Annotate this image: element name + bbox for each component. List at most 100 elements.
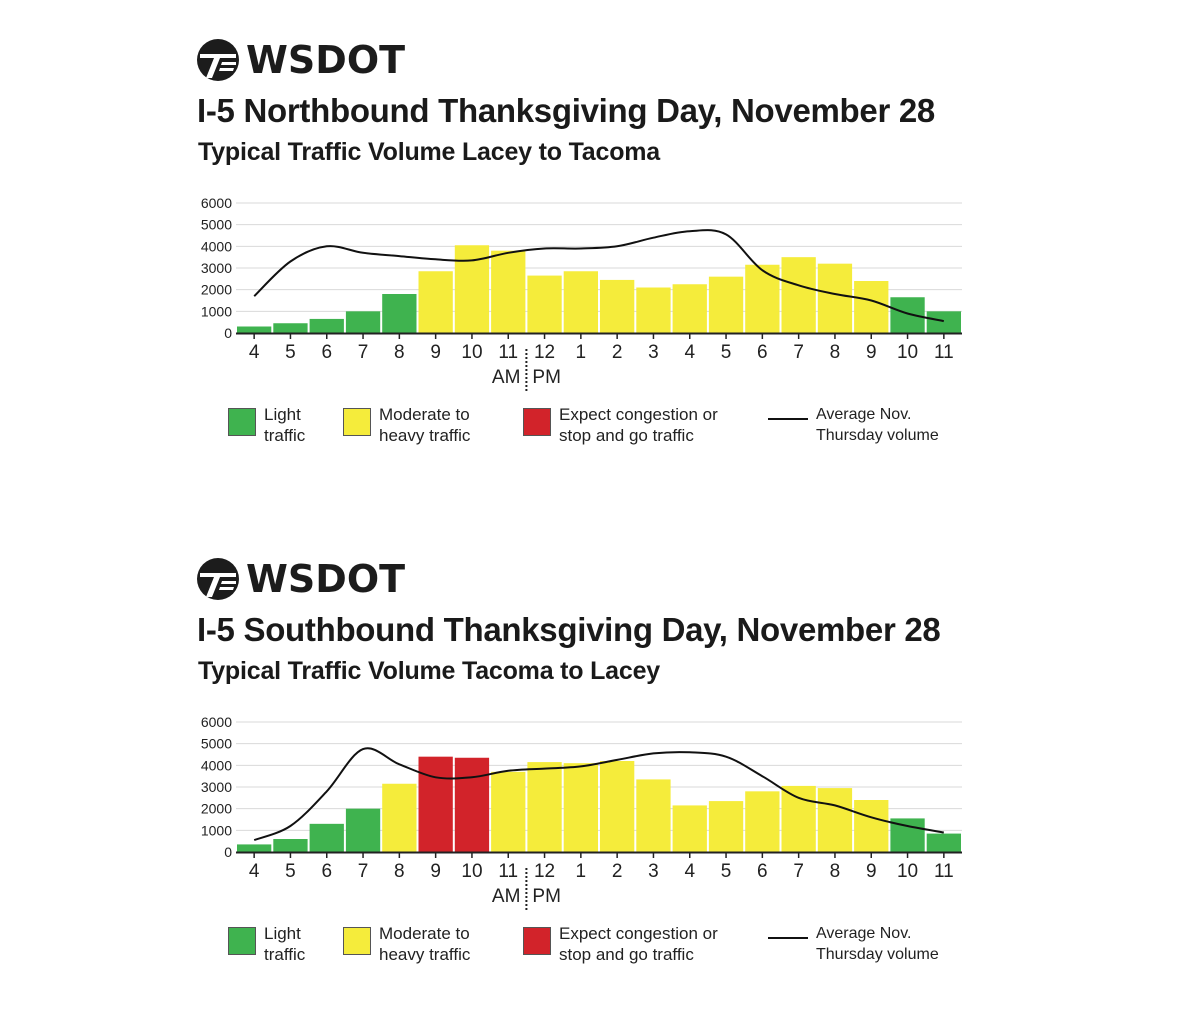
y-tick-label: 4000 — [201, 757, 232, 773]
legend-light: Light traffic — [228, 404, 305, 446]
y-tick-label: 2000 — [201, 282, 232, 298]
legend-congestion-swatch — [523, 408, 551, 436]
bar-light — [309, 318, 344, 333]
x-tick-label: 6 — [757, 861, 768, 882]
x-tick-label: 8 — [830, 861, 841, 882]
panel-southbound: WSDOT I-5 Southbound Thanksgiving Day, N… — [0, 557, 1200, 977]
bar-moderate — [636, 287, 671, 333]
bar-moderate — [672, 805, 707, 852]
bar-light — [237, 326, 272, 333]
x-tick-label: 9 — [430, 861, 441, 882]
bar-moderate — [527, 762, 562, 852]
legend-moderate: Moderate to heavy traffic — [343, 923, 470, 965]
pm-label: PM — [532, 367, 561, 388]
bar-light — [382, 294, 417, 333]
y-tick-label: 1000 — [201, 303, 232, 319]
pm-label: PM — [532, 886, 561, 907]
bar-moderate — [708, 276, 744, 333]
x-tick-label: 4 — [249, 861, 260, 882]
x-tick-label: 1 — [576, 861, 587, 882]
x-tick-label: 7 — [793, 342, 804, 363]
bar-moderate — [527, 275, 562, 333]
bar-moderate — [708, 801, 744, 852]
bar-light — [926, 311, 961, 333]
bar-light — [237, 844, 272, 852]
legend-congestion: Expect congestion or stop and go traffic — [523, 923, 718, 965]
bar-moderate — [817, 788, 853, 852]
bar-moderate — [491, 771, 526, 852]
y-tick-label: 4000 — [201, 238, 232, 254]
bar-congestion — [418, 756, 453, 852]
bar-moderate — [745, 264, 780, 333]
legend-average-label: Average Nov. Thursday volume — [816, 406, 939, 444]
bar-moderate — [600, 279, 635, 333]
bar-moderate — [418, 271, 453, 333]
x-tick-label: 3 — [648, 861, 659, 882]
x-tick-label: 2 — [612, 342, 623, 363]
bar-moderate — [563, 271, 598, 333]
wsdot-logo: WSDOT — [196, 557, 405, 601]
y-tick-label: 5000 — [201, 217, 232, 233]
bar-moderate — [600, 761, 635, 852]
bar-moderate — [781, 257, 816, 333]
y-tick-label: 3000 — [201, 260, 232, 276]
wsdot-emblem-icon — [197, 39, 239, 81]
x-tick-label: 11 — [934, 342, 954, 363]
chart-subtitle: Typical Traffic Volume Tacoma to Lacey — [198, 657, 660, 685]
x-tick-label: 9 — [866, 861, 877, 882]
bar-light — [890, 297, 925, 333]
x-tick-label: 9 — [866, 342, 877, 363]
bar-moderate — [854, 800, 889, 852]
bar-moderate — [854, 281, 889, 333]
x-tick-label: 10 — [461, 861, 482, 882]
y-tick-label: 2000 — [201, 801, 232, 817]
x-tick-label: 9 — [430, 342, 441, 363]
x-tick-label: 11 — [498, 342, 518, 363]
y-tick-label: 6000 — [201, 714, 232, 730]
bar-moderate — [382, 783, 417, 852]
x-tick-label: 10 — [461, 342, 482, 363]
legend-light: Light traffic — [228, 923, 305, 965]
am-label: AM — [492, 886, 521, 907]
x-tick-label: 10 — [897, 861, 918, 882]
bar-light — [273, 323, 308, 333]
bar-light — [926, 833, 961, 852]
y-tick-label: 3000 — [201, 779, 232, 795]
bar-moderate — [817, 263, 853, 333]
bar-light — [273, 839, 308, 852]
legend-congestion-label: Expect congestion or stop and go traffic — [559, 924, 718, 964]
legend-moderate-label: Moderate to heavy traffic — [379, 924, 471, 964]
x-tick-label: 6 — [321, 861, 332, 882]
x-tick-label: 10 — [897, 342, 918, 363]
bar-moderate — [672, 284, 707, 333]
bar-moderate — [636, 779, 671, 852]
average-volume-line — [253, 229, 945, 323]
legend-light-label: Light traffic — [264, 405, 306, 445]
bar-moderate — [781, 785, 816, 852]
legend-average: Average Nov. Thursday volume — [768, 404, 939, 446]
chart-subtitle: Typical Traffic Volume Lacey to Tacoma — [198, 138, 660, 166]
legend-average: Average Nov. Thursday volume — [768, 923, 939, 965]
x-tick-label: 12 — [534, 342, 555, 363]
x-tick-label: 2 — [612, 861, 623, 882]
legend-moderate-swatch — [343, 408, 371, 436]
legend-average-line — [768, 937, 808, 939]
x-tick-label: 5 — [285, 342, 296, 363]
legend-moderate-label: Moderate to heavy traffic — [379, 405, 471, 445]
x-tick-label: 11 — [498, 861, 518, 882]
x-tick-label: 8 — [394, 342, 405, 363]
x-tick-label: 4 — [684, 861, 695, 882]
legend-average-line — [768, 418, 808, 420]
legend-moderate: Moderate to heavy traffic — [343, 404, 470, 446]
x-tick-label: 11 — [934, 861, 954, 882]
x-tick-label: 6 — [321, 342, 332, 363]
x-tick-label: 6 — [757, 342, 768, 363]
x-tick-label: 8 — [394, 861, 405, 882]
bar-moderate — [491, 250, 526, 333]
y-tick-label: 0 — [224, 325, 232, 341]
x-tick-label: 5 — [285, 861, 296, 882]
y-tick-label: 5000 — [201, 736, 232, 752]
wsdot-emblem-icon — [197, 558, 239, 600]
chart-title: I-5 Southbound Thanksgiving Day, Novembe… — [197, 611, 941, 648]
